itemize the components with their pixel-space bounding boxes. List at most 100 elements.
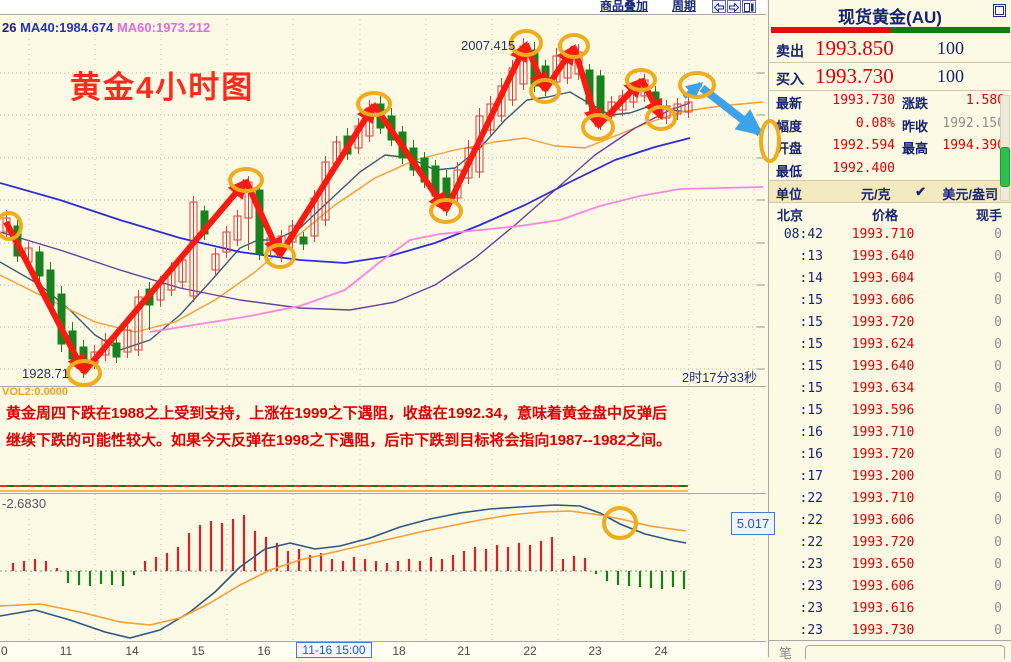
macd-value-box: 5.017 (731, 512, 775, 535)
tick-volume: 0 (994, 403, 1002, 418)
stats-row: 最低 1992.400 (769, 158, 1011, 181)
scroll-right-button[interactable] (727, 0, 741, 13)
stat-value-pct: 0.08% (855, 115, 895, 131)
tick-row: :15 1993.640 0 (769, 356, 1011, 378)
main-vol-divider (0, 386, 766, 387)
tick-price: 1993.730 (851, 623, 915, 638)
axis-label: 15 (191, 644, 205, 658)
stat-value-prevclose: 1992.150 (942, 115, 1005, 131)
unit-option-gram[interactable]: 元/克 (861, 187, 891, 202)
split-view-button[interactable] (742, 0, 756, 13)
unit-option-ounce[interactable]: 美元/盎司 (942, 187, 998, 202)
tick-row: :23 1993.730 0 (769, 620, 1011, 642)
tick-time: :14 (799, 271, 823, 286)
tick-price: 1993.650 (851, 557, 915, 572)
maximize-icon[interactable] (993, 4, 1006, 17)
stats-row: 幅度 0.08% 昨收 1992.150 (769, 113, 1011, 136)
swing-high-price-label: 2007.415 (461, 38, 516, 53)
scroll-left-button[interactable] (712, 0, 726, 13)
tick-volume: 0 (994, 249, 1002, 264)
tick-column-headers: 北京 价格 现手 (769, 203, 1011, 223)
stat-label-open: 开盘 (776, 141, 803, 156)
axis-label: 21 (457, 644, 471, 658)
tick-price: 1993.596 (851, 403, 915, 418)
axis-label: 24 (654, 644, 668, 658)
tick-volume: 0 (994, 425, 1002, 440)
tick-time: :22 (799, 513, 823, 528)
buy-quantity: 100 (937, 66, 964, 86)
axis-label: 18 (392, 644, 406, 658)
tick-price: 1993.640 (851, 249, 915, 264)
tick-time: :15 (799, 293, 823, 308)
tick-volume: 0 (994, 579, 1002, 594)
tick-volume: 0 (994, 557, 1002, 572)
tick-price: 1993.710 (851, 491, 915, 506)
tick-time: :17 (799, 469, 823, 484)
stat-value-open: 1992.594 (832, 138, 895, 153)
tick-volume: 0 (994, 227, 1002, 242)
stat-value-low: 1992.400 (832, 160, 895, 176)
tick-row: :23 1993.650 0 (769, 554, 1011, 576)
tick-price: 1993.606 (851, 293, 915, 308)
tick-volume: 0 (994, 601, 1002, 616)
ma-indicator-readout: 26 MA40:1984.674 MA60:1973.212 (2, 20, 210, 35)
tick-volume: 0 (994, 359, 1002, 374)
tick-price: 1993.624 (851, 337, 915, 352)
bar-countdown-timer: 2时17分33秒 (681, 370, 757, 385)
panel-bottom-tabs: 笔 (769, 640, 1011, 661)
buy-quote-row: 买入 1993.730 100 (769, 63, 1011, 91)
axis-label: 23 (588, 644, 602, 658)
tick-row: :17 1993.200 0 (769, 466, 1011, 488)
buy-ratio-segment (890, 27, 1010, 33)
stat-label-low: 最低 (776, 163, 803, 179)
stat-value-last: 1993.730 (832, 93, 895, 108)
sell-label: 卖出 (776, 43, 804, 59)
tick-volume: 0 (994, 381, 1002, 396)
tick-time: :23 (799, 601, 823, 616)
tick-price: 1993.604 (851, 271, 915, 286)
current-bar-time-box: 11-16 15:00 (296, 642, 372, 658)
tick-volume: 0 (994, 337, 1002, 352)
chart-toolbar: 商品叠加 周期 (0, 0, 766, 15)
period-link[interactable]: 周期 (672, 0, 697, 13)
tick-time: :23 (799, 579, 823, 594)
tick-volume: 0 (994, 535, 1002, 550)
tick-row: :22 1993.720 0 (769, 532, 1011, 554)
tick-price: 1993.606 (851, 513, 915, 528)
tick-price: 1993.200 (851, 469, 915, 484)
col-header-time: 北京 (777, 208, 804, 223)
tab-bi[interactable]: 笔 (779, 646, 793, 661)
unit-selector-row: 单位 元/克 ✔ 美元/盎司 (769, 180, 1011, 203)
chart-title: 黄金4小时图 (70, 70, 255, 105)
axis-label: 22 (523, 644, 537, 658)
macd-indicator-label: -2.6830 (2, 496, 47, 511)
col-header-price: 价格 (872, 208, 899, 223)
scrollbar-thumb[interactable] (1000, 147, 1010, 187)
arrow-right-icon (729, 2, 739, 12)
tick-time: :16 (799, 425, 823, 440)
overlay-symbols-link[interactable]: 商品叠加 (600, 0, 649, 13)
stat-value-high: 1994.390 (942, 138, 1005, 153)
tick-row: :22 1993.606 0 (769, 510, 1011, 532)
tick-row: :14 1993.604 0 (769, 268, 1011, 290)
tick-time: :22 (799, 535, 823, 550)
ma60-value: MA60:1973.212 (116, 20, 211, 35)
quote-stats: 最新 1993.730 涨跌 1.580 幅度 0.08% 昨收 1992.15… (769, 90, 1011, 180)
split-window-icon (744, 2, 754, 12)
tick-time: :23 (799, 557, 823, 572)
volume-indicator-label: VOL2:0.0000 (2, 386, 69, 398)
tick-volume: 0 (994, 623, 1002, 638)
tick-time: :15 (799, 403, 823, 418)
vol-macd-divider (0, 493, 766, 494)
tick-list: 08:42 1993.710 0 :13 1993.640 0 :14 1993… (769, 224, 1011, 642)
tick-price: 1993.710 (851, 425, 915, 440)
tick-row: :13 1993.640 0 (769, 246, 1011, 268)
tick-row: :16 1993.720 0 (769, 444, 1011, 466)
tick-volume: 0 (994, 315, 1002, 330)
tick-row: :15 1993.606 0 (769, 290, 1011, 312)
swing-low-price-label: 1928.71 (22, 366, 69, 381)
analyst-annotation-line1: 黄金周四下跌在1988之上受到支持，上涨在1999之下遇阻，收盘在1992.34… (6, 405, 667, 422)
tick-row: :22 1993.710 0 (769, 488, 1011, 510)
tick-price: 1993.720 (851, 447, 915, 462)
